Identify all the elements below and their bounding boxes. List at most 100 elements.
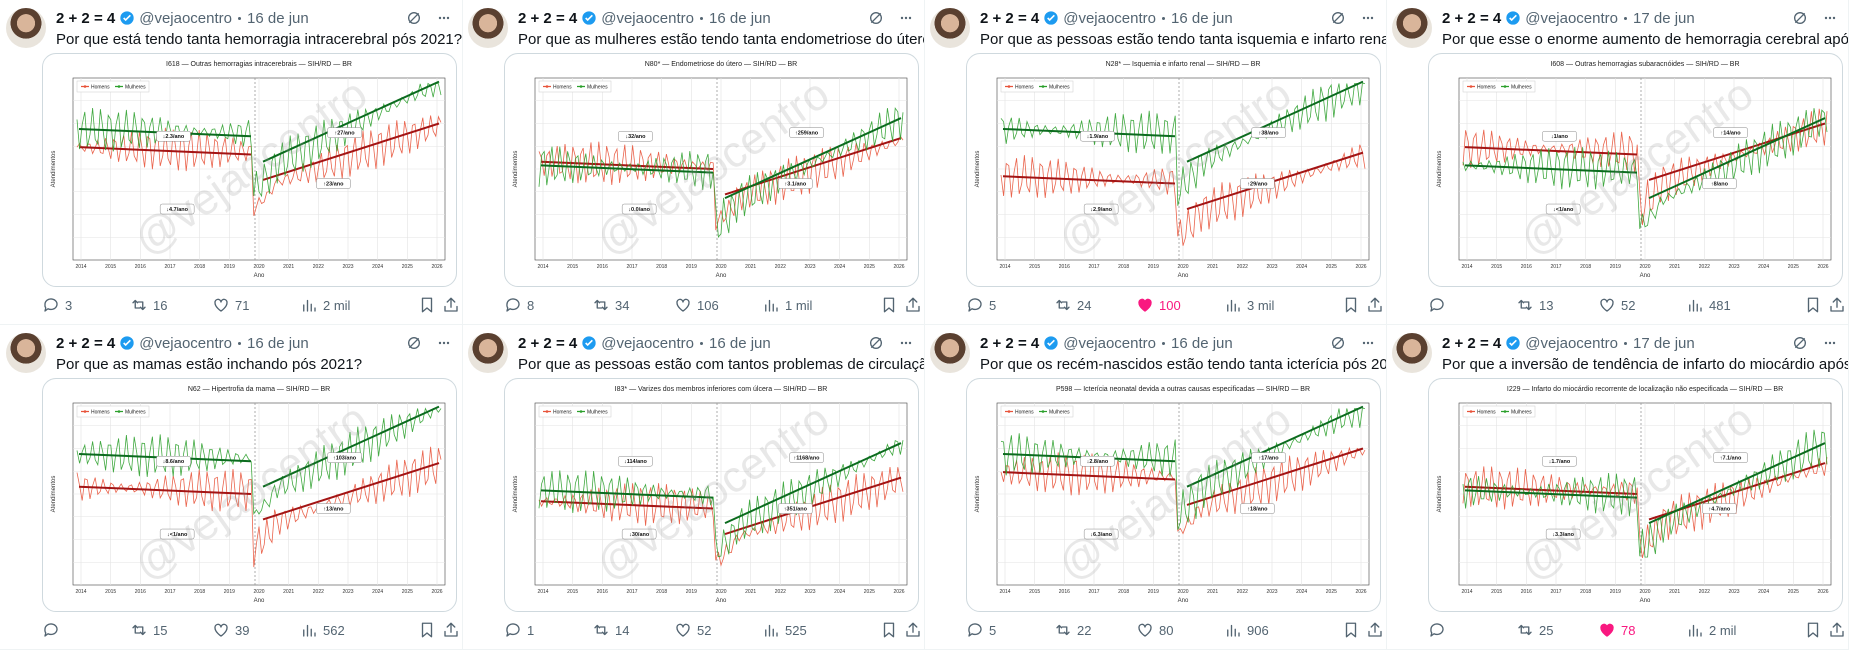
retweet-icon[interactable] — [130, 621, 148, 639]
views-button[interactable]: 525 — [762, 621, 807, 639]
grok-button[interactable] — [406, 10, 422, 26]
grok-button[interactable] — [1792, 335, 1808, 351]
retweet-icon[interactable] — [592, 621, 610, 639]
share-icon[interactable] — [1828, 621, 1846, 639]
bookmark-icon[interactable] — [880, 621, 898, 639]
views-button[interactable]: 1 mil — [762, 296, 812, 314]
media-card[interactable]: I618 — Outras hemorragias intracerebrais… — [42, 53, 457, 287]
tweet[interactable]: 2 + 2 = 4 @vejaocentro 17 de jun Por que es… — [1386, 0, 1849, 325]
author-name[interactable]: 2 + 2 = 4 — [1442, 9, 1502, 27]
like-icon[interactable] — [674, 296, 692, 314]
date[interactable]: 16 de jun — [1171, 334, 1233, 352]
like-icon[interactable] — [1598, 621, 1616, 639]
share-icon[interactable] — [904, 621, 922, 639]
bookmark-icon[interactable] — [418, 621, 436, 639]
reply-icon[interactable] — [504, 621, 522, 639]
share-button[interactable] — [442, 296, 460, 314]
share-button[interactable] — [442, 621, 460, 639]
grok-button[interactable] — [1792, 10, 1808, 26]
more-button[interactable] — [436, 10, 452, 26]
like-button[interactable]: 80 — [1136, 621, 1173, 639]
tweet[interactable]: 2 + 2 = 4 @vejaocentro 16 de jun Por que as… — [462, 325, 925, 650]
like-icon[interactable] — [674, 621, 692, 639]
like-icon[interactable] — [212, 621, 230, 639]
handle[interactable]: @vejaocentro — [1063, 334, 1156, 352]
media-card[interactable]: I608 — Outras hemorragias subaracnóides … — [1428, 53, 1843, 287]
reply-icon[interactable] — [966, 621, 984, 639]
bookmark-button[interactable] — [880, 621, 898, 639]
like-button[interactable]: 78 — [1598, 621, 1635, 639]
tweet[interactable]: 2 + 2 = 4 @vejaocentro 16 de jun Por que as… — [924, 0, 1387, 325]
more-button[interactable] — [1360, 10, 1376, 26]
media-card[interactable]: N28* — Isquemia e infarto renal — SIH/RD… — [966, 53, 1381, 287]
avatar[interactable] — [6, 333, 46, 373]
media-card[interactable]: N80* — Endometriose do útero — SIH/RD — … — [504, 53, 919, 287]
reply-icon[interactable] — [504, 296, 522, 314]
share-icon[interactable] — [1366, 621, 1384, 639]
bookmark-icon[interactable] — [1342, 296, 1360, 314]
reply-icon[interactable] — [42, 296, 60, 314]
date[interactable]: 16 de jun — [1171, 9, 1233, 27]
avatar[interactable] — [930, 333, 970, 373]
date[interactable]: 16 de jun — [709, 9, 771, 27]
author-name[interactable]: 2 + 2 = 4 — [980, 334, 1040, 352]
grok-button[interactable] — [1330, 10, 1346, 26]
reply-button[interactable] — [1428, 296, 1446, 314]
tweet[interactable]: 2 + 2 = 4 @vejaocentro 16 de jun Por que os… — [924, 325, 1387, 650]
handle[interactable]: @vejaocentro — [601, 9, 694, 27]
media-card[interactable]: P598 — Icterícia neonatal devida a outra… — [966, 378, 1381, 612]
media-card[interactable]: N62 — Hipertrofia da mama — SIH/RD — BR 2… — [42, 378, 457, 612]
views-icon[interactable] — [300, 296, 318, 314]
author-name[interactable]: 2 + 2 = 4 — [56, 9, 116, 27]
share-icon[interactable] — [1366, 296, 1384, 314]
handle[interactable]: @vejaocentro — [1063, 9, 1156, 27]
bookmark-button[interactable] — [880, 296, 898, 314]
reply-button[interactable]: 8 — [504, 296, 534, 314]
views-button[interactable]: 3 mil — [1224, 296, 1274, 314]
tweet[interactable]: 2 + 2 = 4 @vejaocentro 17 de jun Por que a … — [1386, 325, 1849, 650]
share-icon[interactable] — [1828, 296, 1846, 314]
like-button[interactable]: 52 — [674, 621, 711, 639]
author-name[interactable]: 2 + 2 = 4 — [518, 334, 578, 352]
bookmark-button[interactable] — [1342, 621, 1360, 639]
date[interactable]: 16 de jun — [247, 9, 309, 27]
more-button[interactable] — [898, 335, 914, 351]
like-icon[interactable] — [212, 296, 230, 314]
bookmark-button[interactable] — [1804, 296, 1822, 314]
bookmark-button[interactable] — [418, 296, 436, 314]
like-button[interactable]: 106 — [674, 296, 719, 314]
more-button[interactable] — [1360, 335, 1376, 351]
reply-icon[interactable] — [1428, 621, 1446, 639]
tweet[interactable]: 2 + 2 = 4 @vejaocentro 16 de jun Por que es… — [0, 0, 463, 325]
bookmark-button[interactable] — [418, 621, 436, 639]
retweet-button[interactable]: 13 — [1516, 296, 1553, 314]
avatar[interactable] — [6, 8, 46, 48]
share-icon[interactable] — [442, 621, 460, 639]
tweet[interactable]: 2 + 2 = 4 @vejaocentro 16 de jun Por que as… — [462, 0, 925, 325]
retweet-icon[interactable] — [1516, 296, 1534, 314]
retweet-button[interactable]: 25 — [1516, 621, 1553, 639]
reply-button[interactable]: 5 — [966, 296, 996, 314]
avatar[interactable] — [1392, 8, 1432, 48]
date[interactable]: 17 de jun — [1633, 9, 1695, 27]
tweet[interactable]: 2 + 2 = 4 @vejaocentro 16 de jun Por que as… — [0, 325, 463, 650]
reply-button[interactable] — [42, 621, 60, 639]
reply-icon[interactable] — [966, 296, 984, 314]
date[interactable]: 16 de jun — [709, 334, 771, 352]
views-button[interactable]: 562 — [300, 621, 345, 639]
bookmark-button[interactable] — [1342, 296, 1360, 314]
reply-button[interactable]: 3 — [42, 296, 72, 314]
like-icon[interactable] — [1136, 621, 1154, 639]
views-icon[interactable] — [1686, 296, 1704, 314]
author-name[interactable]: 2 + 2 = 4 — [518, 9, 578, 27]
retweet-icon[interactable] — [1516, 621, 1534, 639]
bookmark-icon[interactable] — [880, 296, 898, 314]
like-button[interactable]: 39 — [212, 621, 249, 639]
share-icon[interactable] — [442, 296, 460, 314]
share-button[interactable] — [904, 296, 922, 314]
author-name[interactable]: 2 + 2 = 4 — [1442, 334, 1502, 352]
bookmark-button[interactable] — [1804, 621, 1822, 639]
views-button[interactable]: 2 mil — [1686, 621, 1736, 639]
handle[interactable]: @vejaocentro — [139, 9, 232, 27]
retweet-icon[interactable] — [592, 296, 610, 314]
